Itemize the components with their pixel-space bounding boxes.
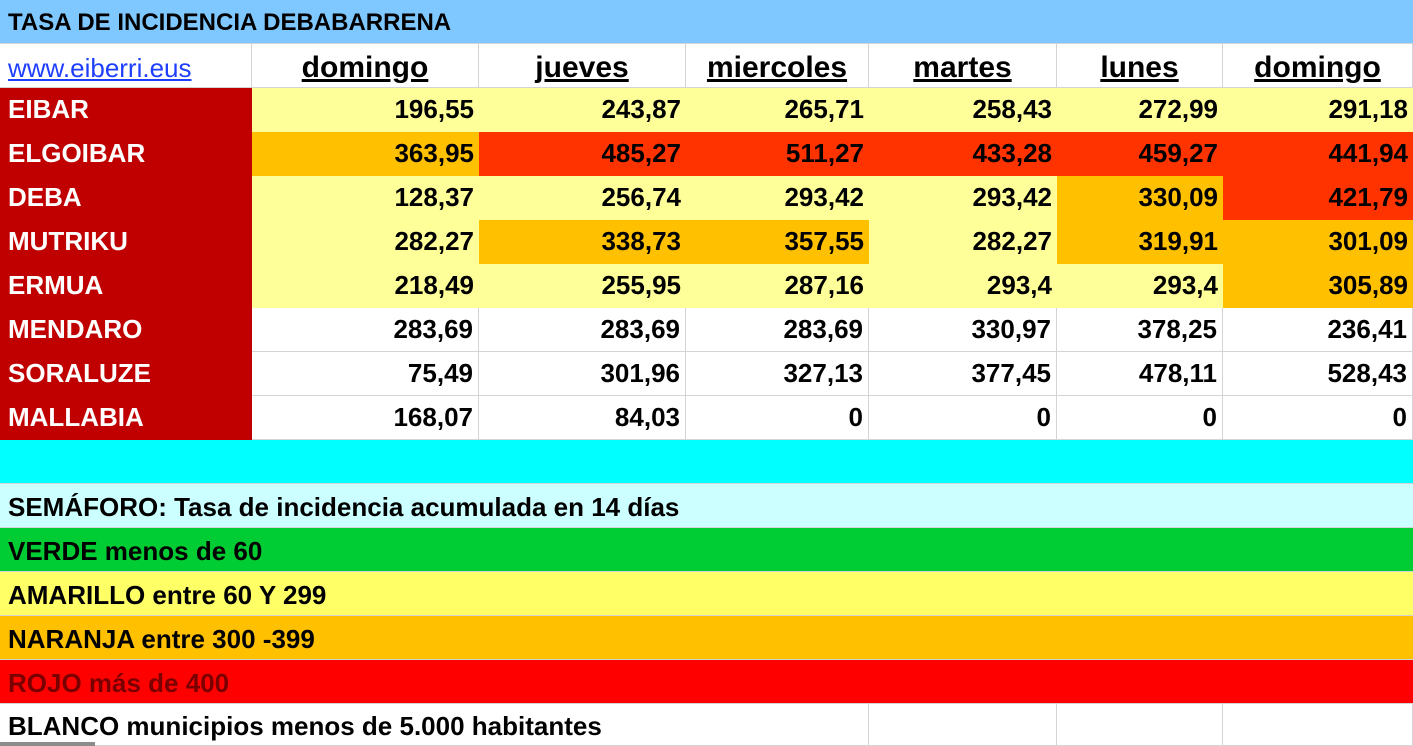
incidence-value: 378,25 <box>1057 308 1223 352</box>
incidence-value: 327,13 <box>686 352 869 396</box>
incidence-value: 0 <box>1223 396 1413 440</box>
incidence-value: 293,4 <box>1057 264 1223 308</box>
incidence-value: 433,28 <box>869 132 1057 176</box>
empty-cell <box>1057 704 1223 746</box>
legend-rojo: ROJO más de 400 <box>0 660 1413 704</box>
incidence-value: 511,27 <box>686 132 869 176</box>
municipality-name: MENDARO <box>0 308 252 352</box>
incidence-value: 441,94 <box>1223 132 1413 176</box>
incidence-value: 291,18 <box>1223 88 1413 132</box>
incidence-value: 282,27 <box>252 220 479 264</box>
incidence-value: 282,27 <box>869 220 1057 264</box>
incidence-value: 293,42 <box>869 176 1057 220</box>
incidence-value: 283,69 <box>252 308 479 352</box>
incidence-value: 265,71 <box>686 88 869 132</box>
day-header: miercoles <box>686 44 869 88</box>
municipality-name: MALLABIA <box>0 396 252 440</box>
incidence-value: 363,95 <box>252 132 479 176</box>
legend-semaforo: SEMÁFORO: Tasa de incidencia acumulada e… <box>0 484 1413 528</box>
incidence-value: 0 <box>869 396 1057 440</box>
incidence-value: 256,74 <box>479 176 686 220</box>
incidence-value: 168,07 <box>252 396 479 440</box>
day-header: domingo <box>252 44 479 88</box>
empty-cell <box>1223 704 1413 746</box>
incidence-value: 301,96 <box>479 352 686 396</box>
incidence-value: 0 <box>686 396 869 440</box>
sheet-title: TASA DE INCIDENCIA DEBABARRENA <box>0 0 1413 44</box>
incidence-value: 283,69 <box>686 308 869 352</box>
legend-naranja: NARANJA entre 300 -399 <box>0 616 1413 660</box>
incidence-value: 330,09 <box>1057 176 1223 220</box>
legend-amarillo: AMARILLO entre 60 Y 299 <box>0 572 1413 616</box>
sheet-scroll-indicator <box>0 742 95 746</box>
municipality-name: SORALUZE <box>0 352 252 396</box>
day-header: martes <box>869 44 1057 88</box>
incidence-value: 243,87 <box>479 88 686 132</box>
incidence-value: 218,49 <box>252 264 479 308</box>
incidence-value: 485,27 <box>479 132 686 176</box>
incidence-value: 305,89 <box>1223 264 1413 308</box>
incidence-value: 255,95 <box>479 264 686 308</box>
incidence-value: 478,11 <box>1057 352 1223 396</box>
source-link[interactable]: www.eiberri.eus <box>0 44 252 88</box>
incidence-value: 283,69 <box>479 308 686 352</box>
incidence-value: 272,99 <box>1057 88 1223 132</box>
empty-cell <box>686 704 869 746</box>
municipality-name: ERMUA <box>0 264 252 308</box>
incidence-value: 459,27 <box>1057 132 1223 176</box>
incidence-value: 84,03 <box>479 396 686 440</box>
incidence-value: 301,09 <box>1223 220 1413 264</box>
day-header: jueves <box>479 44 686 88</box>
municipality-name: DEBA <box>0 176 252 220</box>
spacer-band <box>0 440 1413 484</box>
empty-cell <box>869 704 1057 746</box>
incidence-value: 287,16 <box>686 264 869 308</box>
incidence-value: 0 <box>1057 396 1223 440</box>
incidence-value: 338,73 <box>479 220 686 264</box>
incidence-value: 377,45 <box>869 352 1057 396</box>
incidence-value: 293,42 <box>686 176 869 220</box>
municipality-name: EIBAR <box>0 88 252 132</box>
incidence-value: 528,43 <box>1223 352 1413 396</box>
legend-blanco: BLANCO municipios menos de 5.000 habitan… <box>0 704 686 746</box>
legend-verde: VERDE menos de 60 <box>0 528 1413 572</box>
incidence-value: 357,55 <box>686 220 869 264</box>
incidence-value: 75,49 <box>252 352 479 396</box>
incidence-value: 421,79 <box>1223 176 1413 220</box>
incidence-value: 196,55 <box>252 88 479 132</box>
day-header: lunes <box>1057 44 1223 88</box>
incidence-value: 319,91 <box>1057 220 1223 264</box>
municipality-name: MUTRIKU <box>0 220 252 264</box>
incidence-value: 128,37 <box>252 176 479 220</box>
incidence-value: 293,4 <box>869 264 1057 308</box>
incidence-value: 236,41 <box>1223 308 1413 352</box>
incidence-value: 258,43 <box>869 88 1057 132</box>
day-header: domingo <box>1223 44 1413 88</box>
municipality-name: ELGOIBAR <box>0 132 252 176</box>
incidence-value: 330,97 <box>869 308 1057 352</box>
